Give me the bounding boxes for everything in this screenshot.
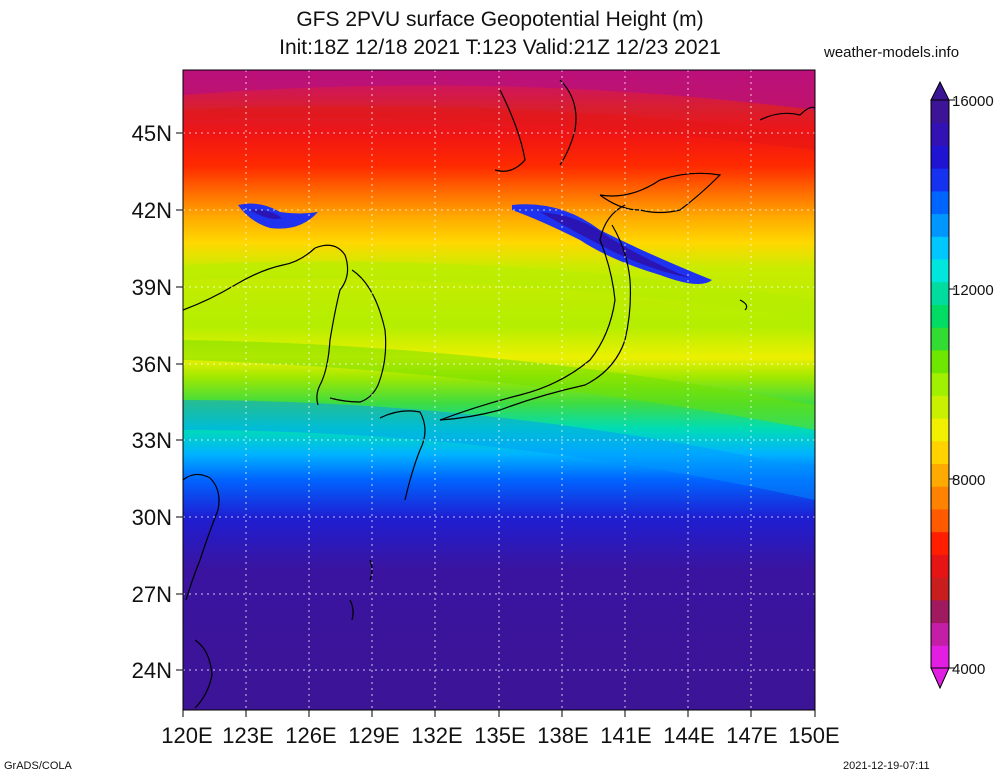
colorbar-segment bbox=[931, 645, 949, 669]
colorbar-label: 8000 bbox=[952, 472, 985, 489]
lon-label: 147E bbox=[726, 723, 777, 748]
lon-label: 141E bbox=[600, 723, 651, 748]
colorbar-segment bbox=[931, 622, 949, 646]
colorbar-segment bbox=[931, 372, 949, 396]
coastlines bbox=[183, 79, 815, 709]
lon-label: 132E bbox=[411, 723, 462, 748]
colorbar-segment bbox=[931, 531, 949, 555]
colorbar-segment bbox=[931, 190, 949, 215]
site-label: weather-models.info bbox=[824, 44, 960, 61]
colorbar-label: 12000 bbox=[952, 282, 994, 299]
lat-axis: 45N 42N 39N 36N 33N 30N 27N 24N bbox=[132, 121, 183, 683]
colorbar-segment bbox=[931, 236, 949, 260]
colorbar-segment bbox=[931, 100, 949, 124]
lat-label: 30N bbox=[132, 505, 172, 530]
lat-label: 27N bbox=[132, 582, 172, 607]
footer-timestamp: 2021-12-19-07:11 bbox=[843, 760, 930, 772]
colorbar-segment bbox=[931, 349, 949, 374]
lat-label: 33N bbox=[132, 428, 172, 453]
colorbar-segment bbox=[931, 304, 949, 328]
lon-label: 135E bbox=[474, 723, 525, 748]
colorbar: 16000 12000 8000 4000 bbox=[930, 80, 994, 690]
lat-label: 39N bbox=[132, 275, 172, 300]
lon-label: 150E bbox=[788, 723, 839, 748]
graticule bbox=[183, 70, 815, 710]
colorbar-segment bbox=[931, 599, 949, 624]
colorbar-label: 16000 bbox=[952, 93, 994, 110]
lat-label: 42N bbox=[132, 198, 172, 223]
colorbar-segment bbox=[931, 508, 949, 533]
colorbar-segment bbox=[931, 327, 949, 351]
colorbar-segment bbox=[931, 395, 949, 419]
lon-label: 138E bbox=[537, 723, 588, 748]
lat-label: 24N bbox=[132, 658, 172, 683]
colorbar-segment bbox=[931, 554, 949, 578]
colorbar-segment bbox=[931, 463, 949, 487]
colorbar-bottom-arrow bbox=[930, 667, 950, 690]
lon-label: 126E bbox=[285, 723, 336, 748]
colorbar-segment bbox=[931, 281, 949, 305]
colorbar-label: 4000 bbox=[952, 661, 985, 678]
map-title: GFS 2PVU surface Geopotential Height (m) bbox=[296, 8, 704, 31]
lon-axis: 120E 123E 126E 129E 132E 135E 138E 141E … bbox=[161, 710, 840, 748]
colorbar-segment bbox=[931, 122, 949, 146]
colorbar-segment bbox=[931, 168, 949, 192]
colorbar-top-arrow bbox=[930, 80, 950, 101]
colorbar-segment bbox=[931, 259, 949, 283]
lon-label: 144E bbox=[663, 723, 714, 748]
colorbar-segment bbox=[931, 145, 949, 169]
lon-label: 129E bbox=[348, 723, 399, 748]
lat-label: 36N bbox=[132, 352, 172, 377]
colorbar-segment bbox=[931, 577, 949, 601]
colorbar-segment bbox=[931, 213, 949, 237]
colorbar-segment bbox=[931, 440, 949, 465]
footer-credit: GrADS/COLA bbox=[4, 760, 72, 772]
map-subtitle: Init:18Z 12/18 2021 T:123 Valid:21Z 12/2… bbox=[279, 36, 721, 59]
colorbar-frame bbox=[930, 99, 950, 669]
height-field bbox=[183, 70, 815, 710]
lon-label: 123E bbox=[222, 723, 273, 748]
colorbar-segment bbox=[931, 486, 949, 510]
colorbar-segments bbox=[931, 100, 949, 669]
colorbar-segment bbox=[931, 418, 949, 442]
lon-label: 120E bbox=[161, 723, 212, 748]
lat-label: 45N bbox=[132, 121, 172, 146]
